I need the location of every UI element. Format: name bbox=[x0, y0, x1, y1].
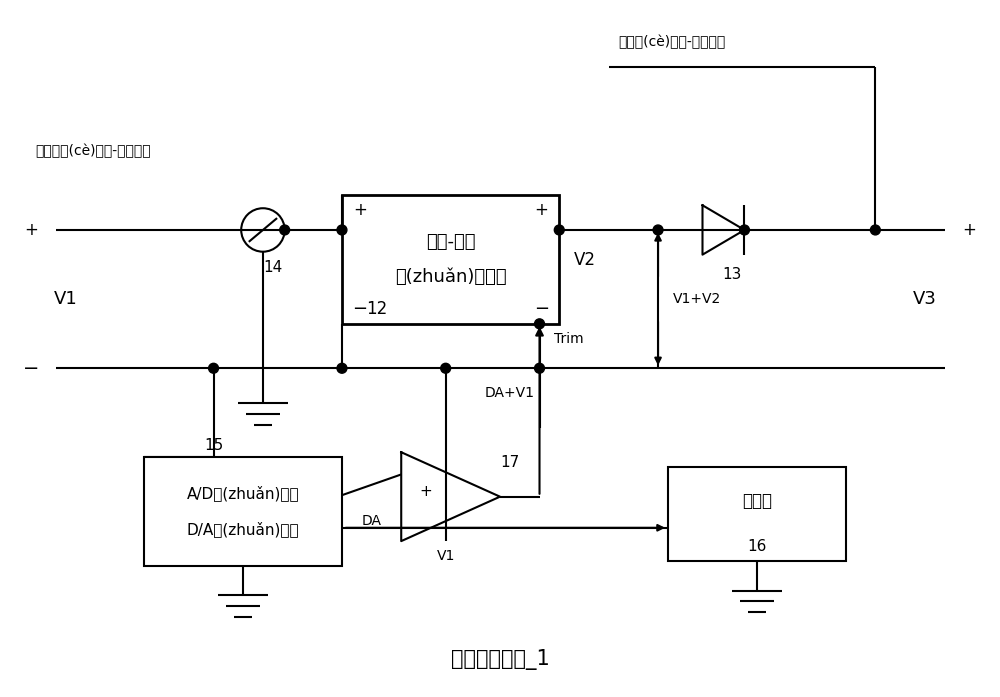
Text: −: − bbox=[23, 359, 39, 378]
Text: 12: 12 bbox=[366, 300, 387, 318]
Text: +: + bbox=[420, 484, 432, 499]
Circle shape bbox=[209, 363, 218, 373]
Text: +: + bbox=[962, 221, 976, 239]
Text: 15: 15 bbox=[204, 438, 223, 453]
Text: 13: 13 bbox=[722, 267, 742, 282]
Circle shape bbox=[554, 225, 564, 235]
Text: +: + bbox=[24, 221, 38, 239]
Text: 控制器: 控制器 bbox=[742, 492, 772, 510]
Text: A/D轉(zhuǎn)換器: A/D轉(zhuǎn)換器 bbox=[187, 486, 299, 502]
Text: 16: 16 bbox=[747, 539, 767, 553]
Text: V2: V2 bbox=[574, 251, 596, 268]
Circle shape bbox=[870, 225, 880, 235]
Circle shape bbox=[535, 319, 544, 329]
Text: 轉(zhuǎn)換模塊: 轉(zhuǎn)換模塊 bbox=[395, 268, 506, 286]
Text: DA+V1: DA+V1 bbox=[485, 386, 535, 400]
Text: +: + bbox=[353, 201, 367, 220]
Text: −: − bbox=[352, 300, 367, 318]
Bar bbox=[342, 195, 559, 324]
Text: 14: 14 bbox=[263, 260, 282, 275]
Circle shape bbox=[740, 225, 749, 235]
Circle shape bbox=[441, 363, 451, 373]
Text: 到待測(cè)直流-直流電源: 到待測(cè)直流-直流電源 bbox=[619, 35, 726, 49]
Text: V1+V2: V1+V2 bbox=[673, 292, 721, 306]
Bar bbox=[668, 467, 846, 561]
Bar bbox=[144, 457, 342, 566]
Text: DA: DA bbox=[361, 514, 381, 528]
Text: V3: V3 bbox=[913, 290, 937, 308]
Circle shape bbox=[280, 225, 290, 235]
Circle shape bbox=[337, 225, 347, 235]
Circle shape bbox=[653, 225, 663, 235]
Text: V1: V1 bbox=[54, 290, 77, 308]
Text: −: − bbox=[534, 300, 549, 318]
Circle shape bbox=[337, 363, 347, 373]
Text: 直流-直流: 直流-直流 bbox=[426, 233, 475, 251]
Text: 來自待測(cè)直流-直流電源: 來自待測(cè)直流-直流電源 bbox=[36, 144, 151, 158]
Text: +: + bbox=[535, 201, 548, 220]
Text: Trim: Trim bbox=[554, 332, 584, 346]
Text: 能量回饋電路_1: 能量回饋電路_1 bbox=[451, 649, 549, 670]
Text: 17: 17 bbox=[500, 454, 520, 470]
Text: D/A轉(zhuǎn)換器: D/A轉(zhuǎn)換器 bbox=[187, 521, 299, 537]
Text: V1: V1 bbox=[436, 549, 455, 563]
Circle shape bbox=[535, 363, 544, 373]
